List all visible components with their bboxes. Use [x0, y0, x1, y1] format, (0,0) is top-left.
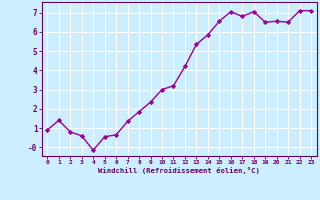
X-axis label: Windchill (Refroidissement éolien,°C): Windchill (Refroidissement éolien,°C)	[98, 167, 260, 174]
